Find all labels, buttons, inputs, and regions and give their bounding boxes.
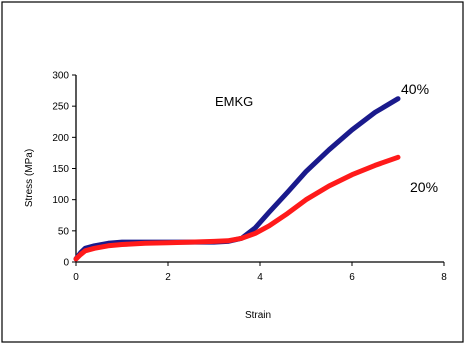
- y-tick-label: 0: [63, 258, 69, 269]
- chart-annotation: EMKG: [215, 94, 253, 109]
- text-layer: EMKG Strain Stress (MPa) 40% 20%: [24, 81, 438, 321]
- x-axis-label: Strain: [245, 310, 271, 321]
- x-tick-label: 8: [441, 272, 447, 283]
- axes: 0 50 100 150 200 250 300 0 2 4 6 8: [52, 71, 447, 284]
- x-tick-label: 4: [257, 272, 263, 283]
- x-tick-label: 6: [349, 272, 355, 283]
- y-axis-label: Stress (MPa): [24, 149, 35, 207]
- series-label-20: 20%: [410, 179, 438, 195]
- x-tick-label: 0: [73, 272, 79, 283]
- y-tick-label: 100: [52, 195, 69, 206]
- y-tick-label: 300: [52, 71, 69, 82]
- y-tick-label: 250: [52, 102, 69, 113]
- x-tick-label: 2: [165, 272, 171, 283]
- series-layer: [73, 96, 401, 262]
- y-tick-label: 50: [58, 226, 70, 237]
- series-label-40: 40%: [401, 81, 429, 97]
- y-tick-label: 150: [52, 164, 69, 175]
- series-line-1: [73, 154, 401, 262]
- y-tick-label: 200: [52, 133, 69, 144]
